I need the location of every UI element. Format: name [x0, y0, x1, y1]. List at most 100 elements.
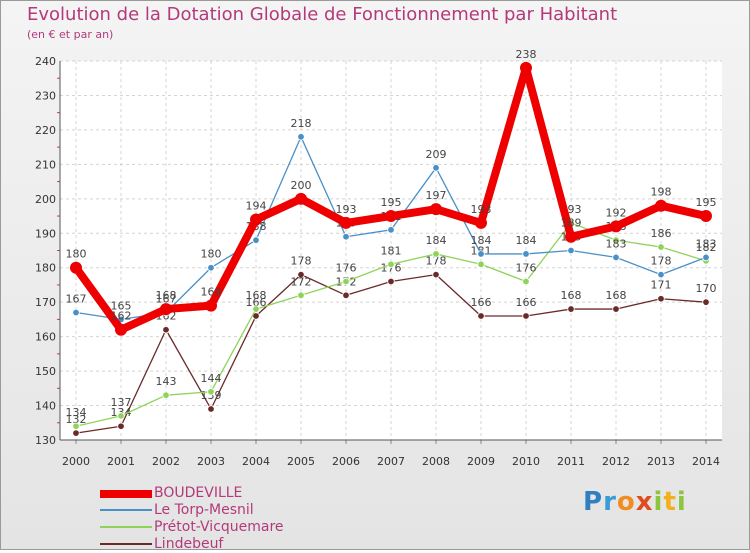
- data-point: [477, 260, 485, 268]
- x-tick-label: 2000: [62, 455, 90, 468]
- data-point: [342, 277, 350, 286]
- data-point: [612, 236, 620, 244]
- legend-item-le-torp-mesnil: Le Torp-Mesnil: [100, 502, 360, 519]
- data-label: 184: [426, 234, 447, 247]
- y-tick-label: 130: [35, 434, 56, 447]
- data-label: 167: [66, 293, 87, 306]
- series-pretot-vicquemare: 1341371431441681721761811841811761931881…: [66, 203, 717, 430]
- y-tick-label: 190: [35, 227, 56, 240]
- y-tick-label: 210: [35, 158, 56, 171]
- legend: BOUDEVILLE Le Torp-Mesnil Prétot-Vicquem…: [100, 485, 360, 553]
- data-label: 178: [426, 255, 447, 268]
- data-label: 144: [201, 372, 222, 385]
- data-point: [565, 230, 577, 243]
- data-label: 183: [696, 237, 717, 250]
- data-point: [612, 253, 620, 262]
- data-label: 168: [246, 289, 267, 302]
- data-label: 181: [381, 244, 402, 257]
- data-label: 176: [381, 262, 402, 275]
- data-point: [207, 388, 215, 396]
- legend-swatch-lindebeuf: [100, 543, 152, 545]
- data-point: [207, 405, 215, 413]
- data-label: 195: [381, 196, 402, 209]
- data-label: 183: [606, 237, 627, 250]
- x-tick-label: 2011: [557, 455, 585, 468]
- data-point: [72, 308, 80, 317]
- data-label: 132: [66, 413, 87, 426]
- series-boudeville: 180 162 168 169 194 200 193 195 197 193 238 189 192 1…: [66, 48, 717, 336]
- data-point: [477, 312, 485, 320]
- data-label: 178: [291, 255, 312, 268]
- legend-label-le-torp-mesnil: Le Torp-Mesnil: [154, 502, 254, 518]
- data-label: 198: [651, 186, 672, 199]
- x-tick-label: 2012: [602, 455, 630, 468]
- data-point: [160, 303, 172, 316]
- legend-item-boudeville: BOUDEVILLE: [100, 485, 360, 502]
- data-label: 238: [516, 48, 537, 61]
- data-point: [115, 323, 127, 336]
- data-label: 197: [426, 189, 447, 202]
- data-label: 184: [471, 234, 492, 247]
- x-tick-label: 2004: [242, 455, 270, 468]
- data-point: [477, 250, 485, 258]
- data-point: [612, 305, 620, 313]
- data-label: 167: [156, 293, 177, 306]
- data-label: 168: [561, 289, 582, 302]
- y-tick-label: 160: [35, 331, 56, 344]
- x-tick-label: 2014: [692, 455, 720, 468]
- data-label: 169: [201, 286, 222, 299]
- data-label: 192: [606, 206, 627, 219]
- data-label: 218: [291, 117, 312, 130]
- data-point: [162, 391, 170, 399]
- data-point: [162, 326, 170, 334]
- y-tick-label: 240: [35, 55, 56, 68]
- data-point: [432, 250, 440, 258]
- data-point: [520, 61, 532, 74]
- series-lindebeuf: 1321341621391661781721761781661661681681…: [66, 255, 717, 437]
- data-point: [117, 412, 125, 420]
- data-label: 200: [291, 179, 312, 192]
- y-tick-label: 200: [35, 193, 56, 206]
- y-tick-label: 220: [35, 124, 56, 137]
- data-point: [297, 291, 305, 299]
- data-label: 165: [111, 299, 132, 312]
- data-label: 162: [111, 310, 132, 323]
- data-label: 168: [156, 289, 177, 302]
- data-point: [432, 270, 440, 279]
- data-label: 166: [471, 296, 492, 309]
- data-point: [385, 210, 397, 223]
- data-point: [657, 295, 665, 303]
- data-point: [567, 246, 575, 255]
- legend-swatch-le-torp-mesnil: [100, 509, 152, 511]
- data-label: 137: [111, 396, 132, 409]
- data-point: [702, 253, 710, 262]
- data-label: 178: [651, 255, 672, 268]
- data-label: 171: [651, 279, 672, 292]
- data-label: 143: [156, 375, 177, 388]
- data-label: 195: [696, 196, 717, 209]
- data-point: [657, 270, 665, 279]
- data-point: [70, 261, 82, 274]
- y-tick-label: 180: [35, 262, 56, 275]
- data-point: [252, 305, 260, 313]
- series-le-torp-mesnil: 1671651671801882181891912091841841851831…: [66, 117, 717, 324]
- data-point: [702, 298, 710, 306]
- data-point: [117, 422, 125, 430]
- data-label: 168: [606, 289, 627, 302]
- x-tick-label: 2008: [422, 455, 450, 468]
- data-point: [207, 264, 215, 272]
- x-tick-label: 2003: [197, 455, 225, 468]
- legend-swatch-pretot-vicquemare: [100, 526, 152, 528]
- data-label: 170: [696, 282, 717, 295]
- data-point: [657, 243, 665, 251]
- data-label: 172: [291, 275, 312, 288]
- x-tick-label: 2005: [287, 455, 315, 468]
- y-tick-label: 150: [35, 365, 56, 378]
- x-tick-label: 2006: [332, 455, 360, 468]
- x-tick-label: 2013: [647, 455, 675, 468]
- data-point: [387, 226, 395, 234]
- data-point: [252, 236, 260, 244]
- data-point: [342, 233, 350, 241]
- chart-title: Evolution de la Dotation Globale de Fonc…: [27, 4, 618, 25]
